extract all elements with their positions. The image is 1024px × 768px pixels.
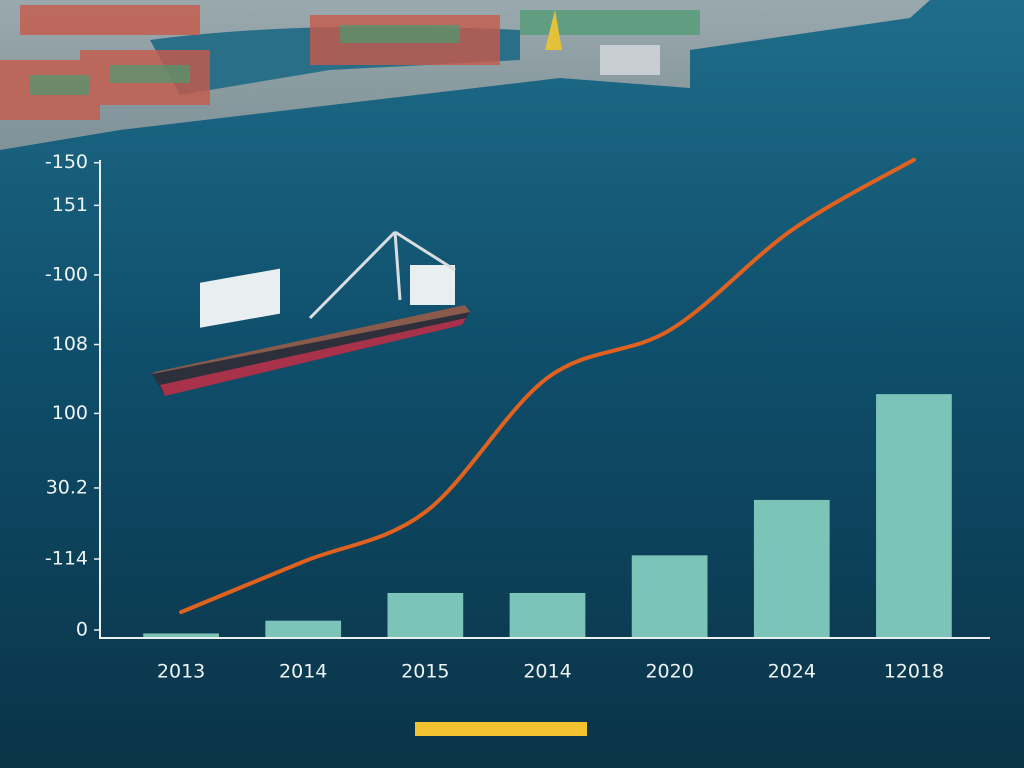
x-tick-label: 2013 [157, 661, 205, 683]
bar [753, 499, 830, 637]
line [179, 157, 916, 615]
bar [509, 592, 586, 637]
x-tick-label: 2015 [401, 661, 449, 683]
x-tick-label: 2020 [645, 661, 693, 683]
bar [143, 633, 219, 637]
y-tick-label: 100 [52, 402, 88, 424]
ship [152, 230, 470, 396]
y-tick-label: 151 [52, 194, 88, 216]
y-tick-label: -114 [45, 547, 88, 569]
y-tick-label: 30.2 [46, 476, 88, 498]
port-scene [0, 0, 930, 150]
y-tick-label: 108 [52, 333, 88, 355]
bar [387, 592, 464, 637]
x-tick-label: 12018 [884, 661, 944, 683]
bar [265, 620, 342, 637]
bar [876, 394, 952, 637]
bar [631, 555, 708, 637]
y-tick-label: -100 [45, 263, 88, 285]
x-tick-label: 2014 [279, 661, 327, 683]
legend-bar [415, 722, 587, 736]
y-tick-label: 0 [76, 619, 88, 641]
y-tick-label: -150 [45, 151, 88, 173]
x-tick-label: 2014 [523, 661, 571, 683]
x-tick-label: 2024 [768, 661, 816, 683]
